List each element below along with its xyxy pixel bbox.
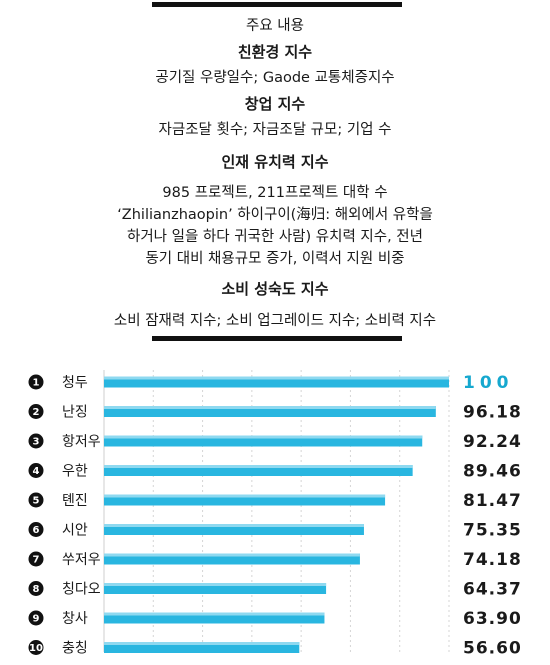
bar [104, 406, 436, 417]
rank-number: 10 [29, 643, 43, 654]
bar-highlight [104, 494, 386, 498]
rank-number: 4 [33, 466, 40, 477]
bar [104, 435, 423, 447]
section-body-talent-4: 동기 대비 채용규모 증가, 이력서 지원 비중 [145, 251, 405, 267]
section-title-consumption: 소비 성숙도 지수 [221, 280, 329, 298]
value-label: 75.35 [463, 521, 522, 541]
rank-badge [28, 492, 44, 508]
rank-badge [28, 463, 44, 478]
bar [104, 583, 327, 594]
bar-highlight [104, 612, 325, 616]
category-label: 톈진 [62, 493, 88, 509]
category-label: 항저우 [62, 434, 101, 450]
top-rule [152, 2, 402, 7]
bar-highlight [104, 553, 360, 557]
value-label: 63.90 [463, 609, 522, 629]
category-label: 우한 [62, 464, 88, 480]
category-label: 난징 [62, 405, 88, 421]
rank-badge [28, 404, 44, 419]
bar [104, 642, 300, 653]
rank-number: 5 [33, 496, 40, 507]
ranking-chart: 1 청두 100 2 난징 96.18 3 항저우 92.24 4 우한 89.46 5 톈진 81.47 6… [0, 362, 550, 665]
section-body-startup: 자금조달 횟수; 자금조달 규모; 기업 수 [158, 122, 392, 138]
bar-highlight [104, 376, 449, 380]
section-body-talent-3: 하거나 일을 하다 귀국한 사람) 유치력 지수, 전년 [127, 229, 423, 245]
category-label: 충칭 [62, 641, 88, 657]
bar-highlight [104, 642, 300, 645]
bar [104, 376, 449, 388]
rank-badge [28, 551, 44, 567]
section-title-talent: 인재 유치력 지수 [221, 153, 329, 171]
value-label: 100 [463, 373, 514, 393]
section-body-talent-2: ‘Zhilianzhaopin’ 하이구이(海归: 해외에서 유학을 [117, 207, 433, 223]
rank-number: 9 [33, 614, 40, 625]
category-label: 시안 [62, 523, 88, 539]
rank-badge [28, 610, 44, 626]
section-body-talent-1: 985 프로젝트, 211프로젝트 대학 수 [162, 185, 388, 201]
rank-badge [28, 433, 44, 449]
rank-badge [28, 374, 44, 390]
rank-number: 2 [33, 407, 40, 418]
bar-chart-svg: 1 청두 100 2 난징 96.18 3 항저우 92.24 4 우한 89.46 5 톈진 81.47 6… [28, 370, 522, 659]
value-label: 74.18 [463, 550, 522, 570]
rank-badge [28, 640, 44, 655]
bar [104, 494, 386, 506]
rank-badge [28, 522, 44, 537]
bar [104, 524, 364, 535]
section-title-eco: 친환경 지수 [237, 43, 313, 61]
rank-number: 3 [33, 437, 40, 448]
rank-number: 6 [33, 525, 40, 536]
info-heading: 주요 내용 [246, 18, 304, 34]
rank-number: 7 [33, 555, 40, 566]
info-panel: 주요 내용 친환경 지수 공기질 우량일수; Gaode 교통체증지수 창업 지… [0, 14, 550, 334]
value-label: 64.37 [463, 580, 522, 600]
value-label: 89.46 [463, 462, 522, 482]
value-label: 56.60 [463, 639, 522, 659]
category-label: 칭다오 [62, 582, 101, 598]
bar-highlight [104, 465, 413, 468]
rank-badge [28, 581, 44, 596]
bar [104, 612, 325, 624]
bar-highlight [104, 583, 327, 586]
section-body-consumption: 소비 잠재력 지수; 소비 업그레이드 지수; 소비력 지수 [113, 313, 437, 329]
value-label: 81.47 [463, 491, 522, 511]
rank-number: 8 [33, 584, 40, 595]
bar [104, 553, 360, 565]
value-label: 92.24 [463, 432, 522, 452]
bar [104, 465, 413, 476]
category-label: 쑤저우 [62, 552, 101, 568]
value-label: 96.18 [463, 403, 522, 423]
bar-highlight [104, 406, 436, 409]
bottom-rule [152, 336, 402, 341]
rank-number: 1 [33, 378, 40, 389]
bar-highlight [104, 524, 364, 527]
category-label: 청두 [62, 375, 88, 391]
bar-highlight [104, 435, 423, 439]
section-title-startup: 창업 지수 [244, 95, 306, 113]
section-body-eco: 공기질 우량일수; Gaode 교통체증지수 [155, 70, 395, 86]
category-label: 창사 [62, 611, 88, 627]
